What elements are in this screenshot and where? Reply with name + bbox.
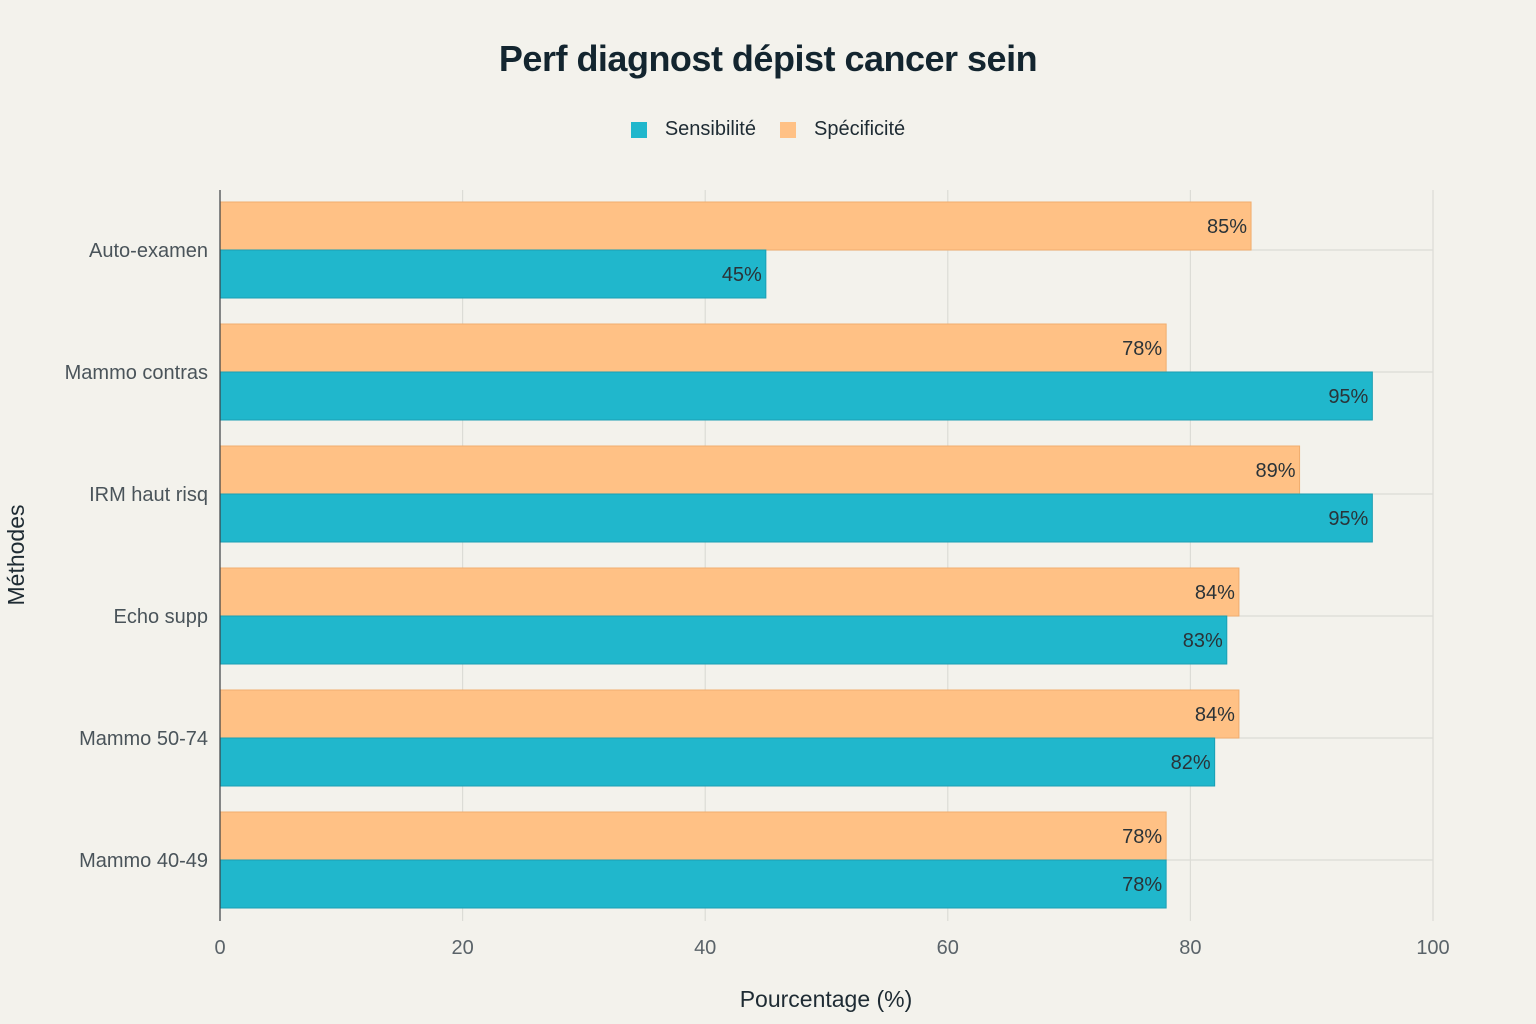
x-axis-title: Pourcentage (%) <box>740 986 913 1012</box>
category-label: Auto-examen <box>89 240 208 262</box>
legend-label-sensibilite: Sensibilité <box>664 118 756 140</box>
x-tick-label: 20 <box>451 937 473 959</box>
category-label: Mammo 40-49 <box>79 850 208 872</box>
bars: 85% 45% 78% 95% 89% 95% 84% 83% 84% 82% 78% 78% <box>219 201 1373 909</box>
data-label-specificite: 84% <box>1195 704 1235 726</box>
axes: 0 20 40 60 80 100 Auto-examen Mammo contras IRM … <box>65 190 1450 959</box>
data-label-sensibilite: 95% <box>1328 508 1368 530</box>
bar-specificite[interactable] <box>219 567 1240 617</box>
data-label-sensibilite: 83% <box>1183 630 1223 652</box>
y-axis-title: Méthodes <box>3 504 29 605</box>
bar-specificite[interactable] <box>219 323 1167 373</box>
category-label: IRM haut risq <box>89 484 208 506</box>
bar-sensibilite[interactable] <box>219 859 1167 909</box>
x-tick-label: 80 <box>1179 937 1201 959</box>
data-label-specificite: 89% <box>1256 460 1296 482</box>
category-label: Echo supp <box>113 606 208 628</box>
data-label-sensibilite: 45% <box>722 264 762 286</box>
legend: Sensibilité Spécificité <box>0 118 1536 141</box>
bar-specificite[interactable] <box>219 201 1252 251</box>
grid <box>220 190 1434 921</box>
data-label-sensibilite: 82% <box>1171 752 1211 774</box>
data-label-sensibilite: 78% <box>1122 874 1162 896</box>
x-tick-label: 100 <box>1416 937 1449 959</box>
legend-item-specificite[interactable]: Spécificité <box>780 118 905 141</box>
data-label-specificite: 85% <box>1207 216 1247 238</box>
data-label-specificite: 84% <box>1195 582 1235 604</box>
bar-sensibilite[interactable] <box>219 371 1373 421</box>
chart-title: Perf diagnost dépist cancer sein <box>498 38 1038 79</box>
data-label-sensibilite: 95% <box>1328 386 1368 408</box>
category-label: Mammo contras <box>65 362 208 384</box>
x-tick-label: 60 <box>937 937 959 959</box>
legend-item-sensibilite[interactable]: Sensibilité <box>630 118 756 141</box>
x-tick-label: 0 <box>214 937 225 959</box>
legend-swatch-specificite <box>780 121 796 138</box>
bar-specificite[interactable] <box>219 689 1240 739</box>
bar-specificite[interactable] <box>219 445 1301 495</box>
data-label-specificite: 78% <box>1122 826 1162 848</box>
bar-sensibilite[interactable] <box>219 249 767 299</box>
bar-sensibilite[interactable] <box>219 615 1228 665</box>
category-label: Mammo 50-74 <box>79 728 208 750</box>
legend-label-specificite: Spécificité <box>814 118 906 140</box>
legend-swatch-sensibilite <box>630 121 647 138</box>
bar-sensibilite[interactable] <box>219 493 1373 543</box>
bar-specificite[interactable] <box>219 811 1167 861</box>
data-label-specificite: 78% <box>1122 338 1162 360</box>
x-tick-label: 40 <box>694 937 716 959</box>
bar-sensibilite[interactable] <box>219 737 1216 787</box>
